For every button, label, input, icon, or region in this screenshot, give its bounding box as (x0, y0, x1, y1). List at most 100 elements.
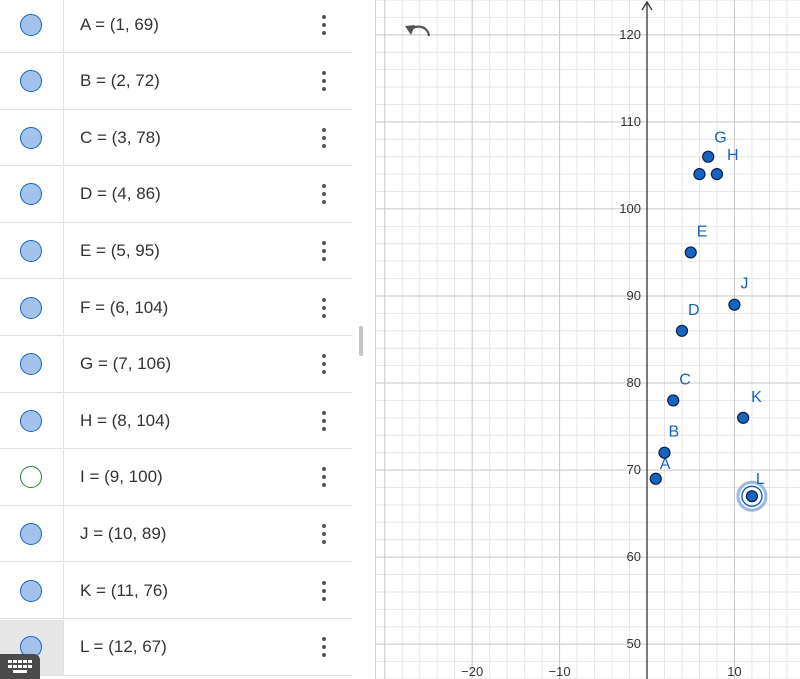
point-h[interactable] (710, 168, 724, 181)
point-label-e[interactable]: E (697, 223, 708, 240)
algebra-row-e[interactable]: E = (5, 95) (0, 223, 352, 280)
marble-cell (0, 166, 64, 222)
kebab-menu-icon[interactable] (316, 14, 332, 35)
algebra-definition[interactable]: A = (1, 69) (80, 14, 159, 34)
point-e[interactable] (684, 246, 697, 259)
kebab-menu-icon[interactable] (316, 127, 332, 148)
view-divider[interactable] (375, 0, 376, 679)
algebra-row-g[interactable]: G = (7, 106) (0, 336, 352, 393)
algebra-definition[interactable]: B = (2, 72) (80, 71, 160, 91)
algebra-row-c[interactable]: C = (3, 78) (0, 110, 352, 167)
y-tick-label: 120 (619, 27, 641, 42)
y-axis-arrow (641, 0, 653, 11)
algebra-row-k[interactable]: K = (11, 76) (0, 563, 352, 619)
point-b[interactable] (658, 446, 671, 459)
point-label-g[interactable]: G (714, 130, 726, 147)
point-label-b[interactable]: B (668, 424, 679, 441)
kebab-menu-icon[interactable] (316, 184, 332, 205)
kebab-menu-icon[interactable] (316, 580, 332, 601)
marble-cell (0, 393, 64, 449)
marble-cell (0, 223, 64, 279)
marble-cell (0, 506, 64, 562)
x-tick-label: −10 (549, 664, 571, 679)
point-d[interactable] (675, 324, 689, 337)
algebra-row-f[interactable]: F = (6, 104) (0, 280, 352, 336)
point-label-l[interactable]: L (756, 471, 765, 488)
point-c[interactable] (667, 394, 680, 407)
algebra-row-l[interactable]: L = (12, 67) (0, 619, 352, 676)
algebra-row-a[interactable]: A = (1, 69) (0, 0, 352, 53)
marble-cell (0, 110, 64, 166)
algebra-row-i[interactable]: I = (9, 100) (0, 449, 352, 506)
point-k[interactable] (737, 411, 750, 424)
algebra-row-d[interactable]: D = (4, 86) (0, 166, 352, 223)
kebab-menu-icon[interactable] (316, 410, 332, 431)
algebra-definition[interactable]: D = (4, 86) (80, 184, 161, 204)
graphics-canvas[interactable]: 50 60 70 80 90 100 110 120 −20 −10 10 AB C D E GH J K L (376, 0, 800, 679)
point-j[interactable] (728, 298, 741, 311)
point-label-d[interactable]: D (688, 302, 700, 319)
algebra-definition[interactable]: I = (9, 100) (80, 467, 163, 487)
x-tick-label: 10 (727, 664, 741, 679)
algebra-row-j[interactable]: J = (10, 89) (0, 506, 352, 563)
kebab-menu-icon[interactable] (316, 71, 332, 92)
y-tick-label: 110 (620, 114, 641, 129)
undo-arrow-icon[interactable] (405, 25, 431, 37)
algebra-definition[interactable]: C = (3, 78) (80, 127, 161, 147)
point-l[interactable] (745, 490, 759, 503)
visibility-toggle-icon[interactable] (20, 466, 42, 489)
marble-cell (0, 280, 64, 335)
algebra-definition[interactable]: L = (12, 67) (80, 637, 167, 657)
algebra-definition[interactable]: E = (5, 95) (80, 240, 160, 260)
marble-cell (0, 0, 64, 52)
algebra-definition[interactable]: J = (10, 89) (80, 523, 167, 543)
visibility-toggle-icon[interactable] (20, 239, 42, 262)
point-label-a[interactable]: A (660, 456, 671, 473)
keyboard-icon[interactable] (0, 654, 40, 679)
algebra-row-h[interactable]: H = (8, 104) (0, 393, 352, 450)
point-label-c[interactable]: C (679, 371, 691, 388)
y-tick-label: 50 (627, 636, 641, 651)
kebab-menu-icon[interactable] (316, 637, 332, 658)
algebra-scrollbar[interactable] (359, 326, 363, 356)
kebab-menu-icon[interactable] (316, 467, 332, 488)
kebab-menu-icon[interactable] (316, 354, 332, 375)
marble-cell (0, 336, 64, 392)
algebra-definition[interactable]: K = (11, 76) (80, 580, 169, 600)
visibility-toggle-icon[interactable] (20, 126, 42, 149)
algebra-definition[interactable]: G = (7, 106) (80, 354, 172, 374)
x-tick-label: −20 (461, 664, 483, 679)
point-label-k[interactable]: K (751, 389, 762, 406)
point-a[interactable] (649, 472, 662, 485)
algebra-view: A = (1, 69) B = (2, 72) C = (3, 78) D = (4,… (0, 0, 375, 679)
visibility-toggle-icon[interactable] (20, 522, 42, 545)
visibility-toggle-icon[interactable] (20, 13, 42, 36)
visibility-toggle-icon[interactable] (20, 579, 42, 602)
marble-cell (0, 53, 64, 109)
marble-cell (0, 563, 64, 618)
point-g[interactable] (702, 150, 715, 163)
point-label-h[interactable]: H (727, 147, 739, 164)
visibility-toggle-icon[interactable] (20, 70, 42, 93)
point-l-halo (736, 480, 768, 512)
visibility-toggle-icon[interactable] (20, 296, 42, 319)
kebab-menu-icon[interactable] (316, 297, 332, 318)
y-tick-label: 80 (627, 375, 641, 390)
algebra-definition[interactable]: H = (8, 104) (80, 410, 171, 430)
y-tick-label: 70 (627, 462, 641, 477)
y-tick-label: 90 (627, 288, 641, 303)
visibility-toggle-icon[interactable] (20, 183, 42, 206)
kebab-menu-icon[interactable] (316, 523, 332, 544)
marble-cell (0, 449, 64, 505)
visibility-toggle-icon[interactable] (20, 409, 42, 432)
algebra-row-b[interactable]: B = (2, 72) (0, 53, 352, 110)
point-label-j[interactable]: J (740, 276, 748, 293)
visibility-toggle-icon[interactable] (20, 353, 42, 376)
y-tick-label: 60 (627, 549, 641, 564)
point-f[interactable] (693, 168, 706, 181)
graphics-view[interactable]: 50 60 70 80 90 100 110 120 −20 −10 10 A B C D E G H J K L (376, 0, 800, 679)
algebra-definition[interactable]: F = (6, 104) (80, 297, 169, 317)
kebab-menu-icon[interactable] (316, 240, 332, 261)
y-tick-label: 100 (619, 201, 641, 216)
point-l-ring (741, 485, 763, 507)
